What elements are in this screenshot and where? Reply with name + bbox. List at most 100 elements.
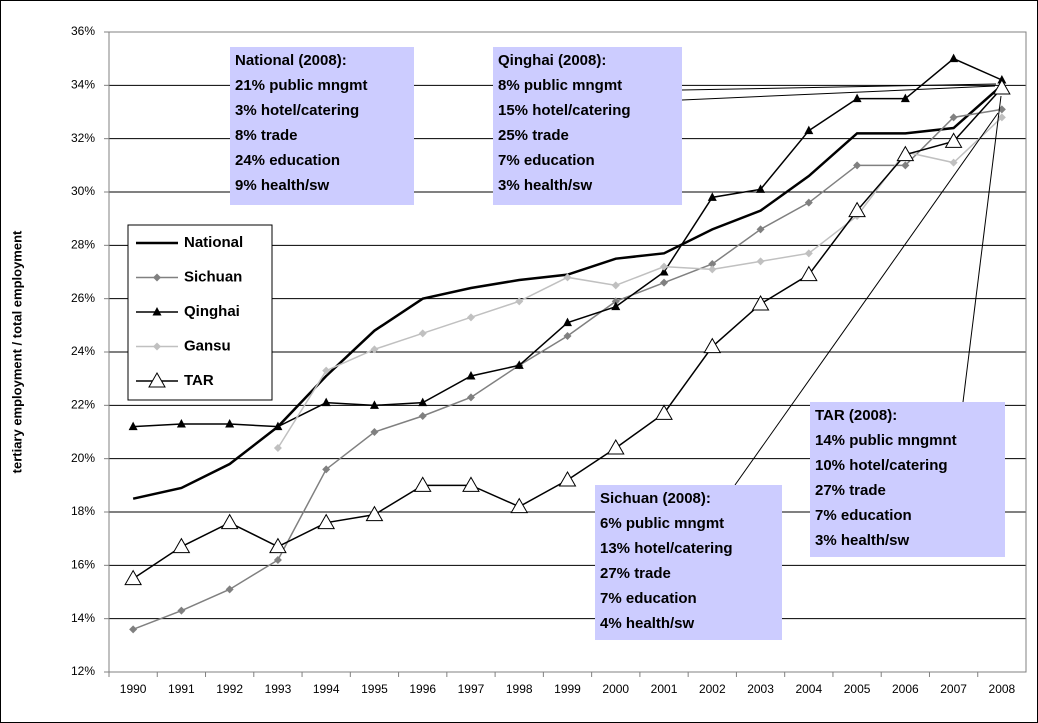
marker	[514, 360, 524, 369]
annotation-line: 3% health/sw	[815, 532, 910, 549]
marker	[153, 273, 161, 282]
marker	[152, 307, 162, 316]
arrows	[681, 83, 1002, 486]
y-tick-label: 14%	[71, 611, 95, 625]
x-tick-label: 1999	[554, 682, 581, 696]
x-tick-label: 2000	[602, 682, 629, 696]
annotation-title: Qinghai (2008):	[498, 52, 606, 69]
x-tick-label: 1993	[265, 682, 292, 696]
marker	[848, 201, 866, 218]
marker	[611, 301, 621, 311]
annotation-line: 3% health/sw	[498, 177, 593, 194]
x-tick-label: 1998	[506, 682, 533, 696]
annotation-line: 27% trade	[600, 565, 671, 582]
annotation-line: 3% hotel/catering	[235, 102, 359, 119]
annotation-title: TAR (2008):	[815, 407, 897, 424]
marker	[269, 537, 287, 554]
annotation-line: 8% public mngmt	[498, 77, 622, 94]
y-tick-label: 36%	[71, 24, 95, 38]
marker	[220, 513, 239, 530]
marker	[322, 465, 331, 474]
marker	[558, 470, 577, 487]
marker	[563, 273, 572, 282]
marker	[370, 345, 379, 354]
marker	[515, 297, 524, 306]
annotation-line: 24% education	[235, 152, 340, 169]
annotation-title: Sichuan (2008):	[600, 490, 711, 507]
annotation-line: 7% education	[600, 590, 697, 607]
annotation-box	[810, 402, 1005, 557]
annotation-line: 21% public mngmt	[235, 77, 368, 94]
annotation-line: 14% public mngmnt	[815, 432, 957, 449]
y-tick-label: 30%	[71, 184, 95, 198]
annotation-line: 27% trade	[815, 482, 886, 499]
marker	[708, 260, 717, 268]
x-tick-label: 1990	[120, 682, 147, 696]
x-tick-label: 2007	[940, 682, 967, 696]
marker	[659, 267, 669, 276]
annotation-line: 10% hotel/catering	[815, 457, 948, 474]
marker	[369, 400, 379, 409]
marker	[466, 393, 475, 402]
marker	[418, 329, 427, 338]
marker	[949, 158, 958, 167]
plot-border	[108, 31, 1027, 673]
marker	[148, 371, 166, 388]
y-tick-label: 20%	[71, 451, 95, 465]
annotation-line: 4% health/sw	[600, 615, 695, 632]
marker	[413, 476, 432, 492]
marker	[660, 262, 669, 271]
marker	[418, 397, 428, 407]
arrow	[681, 83, 997, 91]
marker	[225, 419, 235, 428]
marker	[703, 337, 722, 354]
annotation-line: 7% education	[815, 507, 912, 524]
x-tick-label: 1992	[216, 682, 243, 696]
y-tick-label: 34%	[71, 78, 95, 92]
x-tick-label: 2006	[892, 682, 919, 696]
y-tick-label: 32%	[71, 131, 95, 145]
annotation-box	[493, 47, 682, 205]
annotation-line: 8% trade	[235, 127, 298, 144]
marker	[756, 184, 766, 193]
marker	[944, 132, 963, 148]
marker	[660, 278, 669, 287]
marker	[756, 225, 765, 234]
marker	[707, 192, 717, 201]
marker	[321, 397, 331, 407]
marker	[901, 161, 910, 170]
marker	[804, 125, 814, 135]
legend-label: Qinghai	[184, 303, 240, 320]
x-tick-label: 1996	[409, 682, 436, 696]
x-tick-label: 2008	[989, 682, 1016, 696]
marker	[317, 513, 336, 530]
marker	[563, 332, 572, 340]
annotation-line: 13% hotel/catering	[600, 540, 733, 557]
annotation-box	[595, 485, 782, 640]
y-tick-label: 24%	[71, 344, 95, 358]
marker	[273, 421, 283, 431]
marker	[153, 342, 161, 351]
annotation-line: 9% health/sw	[235, 177, 330, 194]
marker	[708, 265, 717, 274]
marker	[128, 421, 138, 431]
marker	[176, 419, 186, 428]
x-tick-label: 1997	[458, 682, 485, 696]
y-tick-label: 26%	[71, 291, 95, 305]
marker	[853, 161, 862, 170]
marker	[611, 297, 620, 306]
y-tick-label: 18%	[71, 504, 95, 518]
y-tick-label: 22%	[71, 398, 95, 412]
marker	[655, 404, 673, 420]
marker	[510, 497, 529, 514]
marker	[756, 257, 765, 266]
y-tick-label: 12%	[71, 664, 95, 678]
marker	[993, 78, 1011, 95]
x-tick-label: 2005	[844, 682, 871, 696]
x-tick-label: 2001	[651, 682, 678, 696]
annotation-line: 15% hotel/catering	[498, 102, 631, 119]
marker	[799, 265, 818, 282]
x-tick-label: 2004	[795, 682, 822, 696]
arrow	[734, 112, 999, 486]
